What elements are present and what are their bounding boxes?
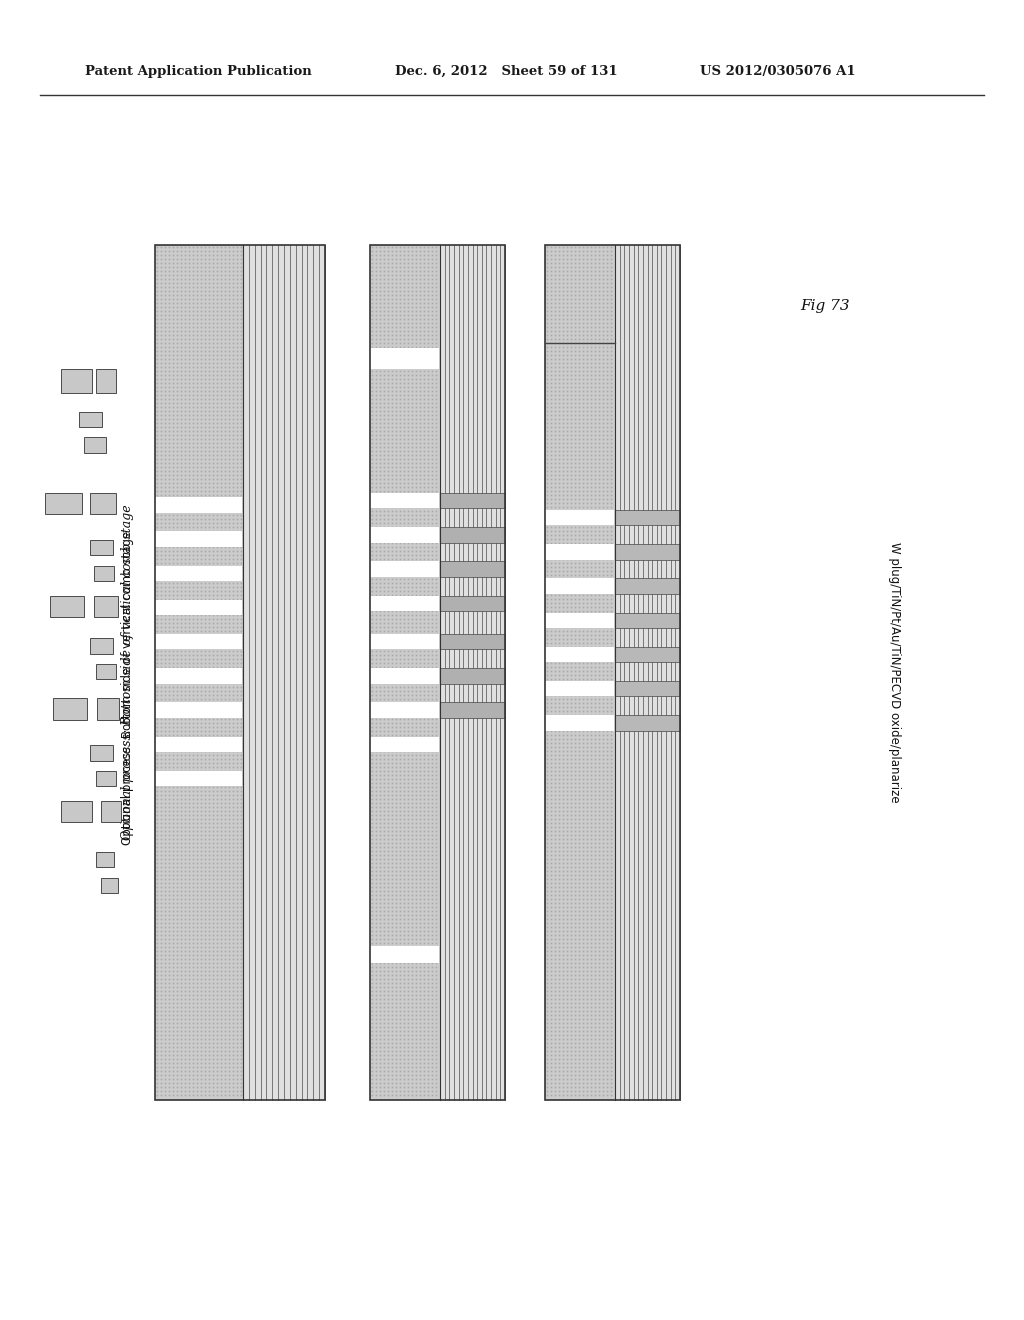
Text: Dec. 6, 2012   Sheet 59 of 131: Dec. 6, 2012 Sheet 59 of 131 xyxy=(395,65,617,78)
Text: US 2012/0305076 A1: US 2012/0305076 A1 xyxy=(700,65,856,78)
Bar xyxy=(615,681,680,697)
Bar xyxy=(155,737,242,752)
Bar xyxy=(100,878,118,894)
Bar xyxy=(97,698,120,719)
Bar xyxy=(155,634,242,649)
Bar xyxy=(545,544,614,560)
Bar xyxy=(545,510,614,525)
Bar xyxy=(155,532,242,546)
Bar xyxy=(370,946,439,964)
Bar xyxy=(95,370,116,393)
Bar xyxy=(545,715,614,731)
Bar xyxy=(370,347,439,370)
Bar xyxy=(370,527,439,543)
Bar xyxy=(44,492,82,515)
Bar xyxy=(545,246,615,1100)
Bar xyxy=(61,370,92,393)
Bar xyxy=(84,437,105,453)
Bar xyxy=(370,246,440,1100)
Bar xyxy=(94,595,118,616)
Bar xyxy=(90,540,113,556)
Bar xyxy=(440,634,505,649)
Bar xyxy=(545,578,614,594)
Bar xyxy=(100,801,121,822)
Text: Patent Application Publication: Patent Application Publication xyxy=(85,65,311,78)
Bar xyxy=(440,668,505,684)
Bar xyxy=(53,698,87,719)
Bar xyxy=(440,561,505,577)
Bar xyxy=(440,492,505,508)
Bar xyxy=(95,771,116,787)
Bar xyxy=(440,246,505,1100)
Bar xyxy=(545,681,614,697)
Bar xyxy=(90,492,116,515)
Bar xyxy=(370,246,505,1100)
Bar xyxy=(370,492,439,508)
Text: Fig 73: Fig 73 xyxy=(800,300,850,313)
Bar xyxy=(155,566,242,581)
Bar xyxy=(90,639,113,653)
Bar xyxy=(155,771,242,787)
Text: Optional process: Bottom side of vertical comb stage: Optional process: Bottom side of vertica… xyxy=(122,504,134,841)
Bar xyxy=(615,715,680,731)
Bar xyxy=(95,851,115,867)
Bar xyxy=(440,527,505,543)
Bar xyxy=(615,578,680,594)
Bar xyxy=(440,595,505,611)
Bar xyxy=(155,246,243,1100)
Bar xyxy=(370,668,439,684)
Bar xyxy=(545,246,680,1100)
Bar xyxy=(155,246,325,1100)
Bar xyxy=(61,801,92,822)
Bar xyxy=(615,510,680,525)
Bar xyxy=(370,737,439,752)
Bar xyxy=(155,599,242,615)
Text: W plug/TiN/Pt/Au/TiN/PECVD oxide/planarize: W plug/TiN/Pt/Au/TiN/PECVD oxide/planari… xyxy=(889,543,901,803)
Bar xyxy=(370,595,439,611)
Bar xyxy=(370,561,439,577)
Bar xyxy=(615,544,680,560)
Bar xyxy=(615,647,680,663)
Bar xyxy=(615,246,680,1100)
Bar xyxy=(95,664,116,680)
Bar xyxy=(155,668,242,684)
Bar xyxy=(94,566,115,581)
Bar xyxy=(370,634,439,649)
Bar xyxy=(545,647,614,663)
Bar xyxy=(79,412,102,428)
Bar xyxy=(155,498,242,512)
Bar xyxy=(243,246,325,1100)
Bar xyxy=(155,702,242,718)
Text: Optional process: Bottom side of vertical comb stage: Optional process: Bottom side of vertica… xyxy=(122,531,134,845)
Bar xyxy=(440,702,505,718)
Bar xyxy=(370,702,439,718)
Bar xyxy=(49,595,84,616)
Bar xyxy=(545,612,614,628)
Bar xyxy=(615,612,680,628)
Bar xyxy=(90,746,113,760)
